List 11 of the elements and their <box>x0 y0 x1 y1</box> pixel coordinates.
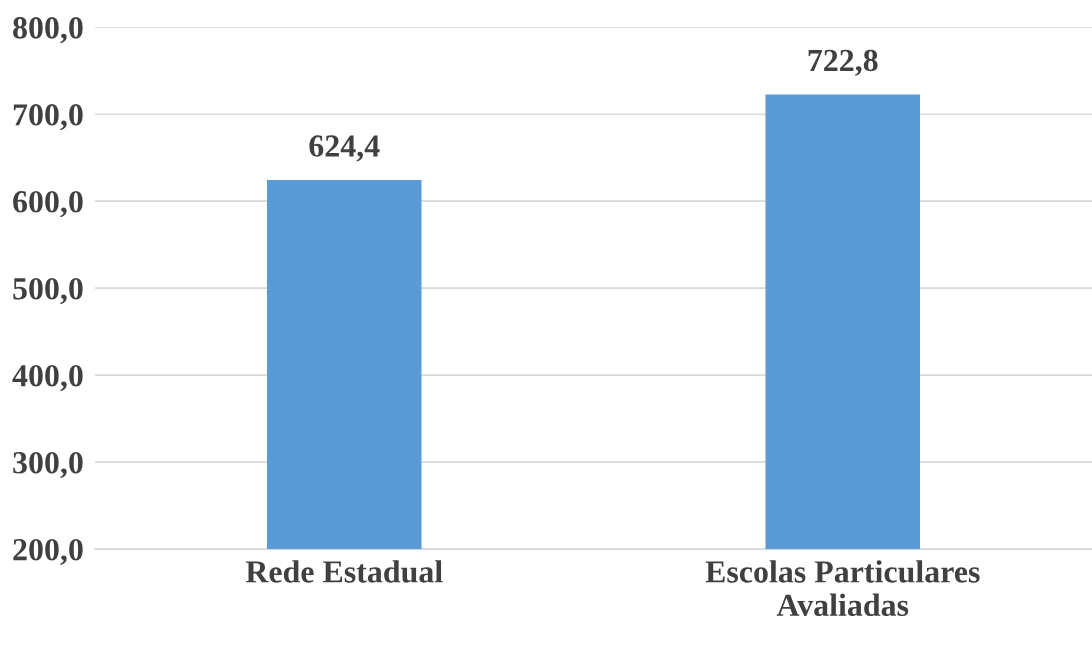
x-tick-label: Escolas Particulares Avaliadas <box>705 560 980 617</box>
x-tick-label: Rede Estadual <box>245 560 443 583</box>
y-tick-label: 200,0 <box>13 538 83 566</box>
y-tick-label: 500,0 <box>13 278 83 305</box>
y-tick-label: 600,0 <box>13 191 83 218</box>
y-tick-label: 700,0 <box>13 104 83 131</box>
y-tick-label: 800,0 <box>13 17 83 44</box>
y-tick-label: 300,0 <box>13 451 83 479</box>
data-label: 722,8 <box>808 49 878 76</box>
y-tick-label: 400,0 <box>12 364 83 392</box>
data-label: 624,4 <box>309 135 380 162</box>
